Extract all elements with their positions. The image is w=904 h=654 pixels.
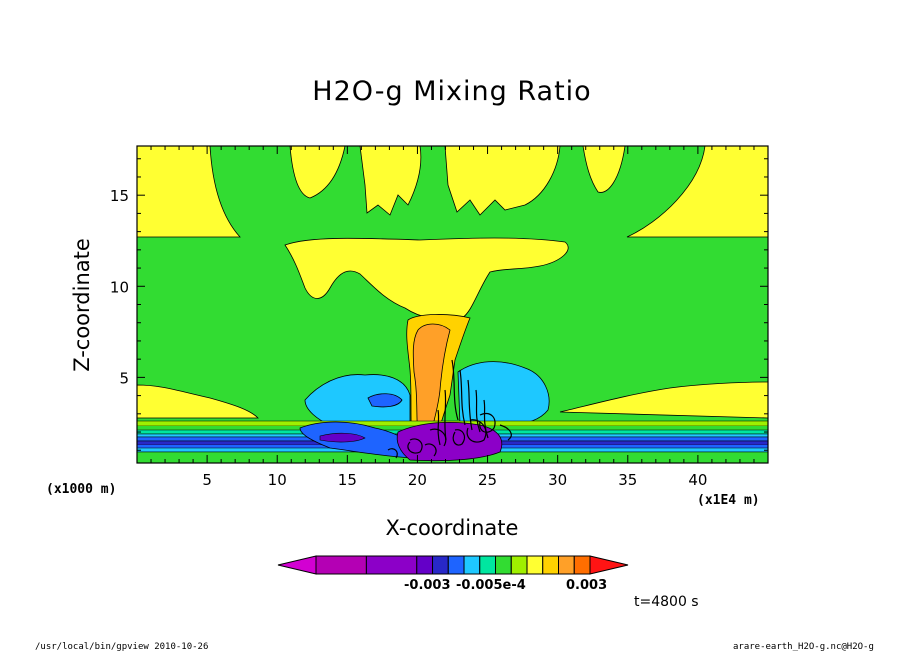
chart-title: H2O-g Mixing Ratio (312, 76, 592, 107)
colorbar-label-3: 0.003 (566, 578, 608, 593)
colorbar (277, 555, 629, 575)
colorbar-segment (463, 555, 481, 575)
colorbar-segment (416, 555, 434, 575)
x-unit-right: (x1E4 m) (697, 493, 760, 508)
x-tick-label: 5 (202, 471, 212, 489)
x-tick-label: 40 (688, 471, 707, 489)
x-tick-label: 20 (408, 471, 427, 489)
colorbar-segment (495, 555, 512, 575)
contour-mid-left-blue (367, 393, 403, 408)
contour-anvil (284, 237, 569, 320)
contour-upper-plume-3 (444, 146, 561, 216)
colorbar-segment (432, 555, 449, 575)
contour-field (137, 146, 768, 463)
contour-upper-plume-1 (289, 146, 346, 199)
x-tick-label: 35 (618, 471, 637, 489)
contour-upper-right (626, 146, 768, 238)
colorbar-label-2: -0.005e-4 (456, 578, 526, 593)
y-tick-label: 10 (110, 278, 129, 296)
colorbar-segment (573, 555, 591, 575)
colorbar-label-1: -0.003 (404, 578, 451, 593)
y-axis-label: Z-coordinate (70, 238, 94, 372)
footer-right: arare-earth_H2O-g.nc@H2O-g (733, 642, 874, 652)
x-tick-label: 10 (268, 471, 287, 489)
contour-storm-base (396, 422, 503, 462)
tick-labels: 5 10 15 20 25 30 35 40 5 10 15 (110, 187, 708, 489)
colorbar-segment (589, 555, 629, 575)
footer-left: /usr/local/bin/gpview 2010-10-26 (35, 642, 209, 652)
contour-upper-plume-2 (359, 146, 422, 216)
colorbar-segment (558, 555, 575, 575)
contour-low-left-yellow (137, 384, 259, 419)
colorbar-segment (510, 555, 528, 575)
colorbar-segment (315, 555, 367, 575)
contour-turbulence (387, 359, 512, 459)
contour-low-purple (319, 432, 366, 443)
colorbar-segment (526, 555, 544, 575)
colorbar-segment (365, 555, 418, 575)
colorbar-segment (542, 555, 560, 575)
x-tick-label: 25 (478, 471, 497, 489)
contour-upper-left (137, 146, 241, 238)
x-unit-left: (x1000 m) (46, 482, 117, 497)
y-tick-label: 5 (119, 369, 129, 387)
colorbar-segment (479, 555, 497, 575)
tick-marks (137, 146, 768, 463)
y-tick-label: 15 (110, 187, 129, 205)
time-label: t=4800 s (634, 594, 699, 610)
x-tick-label: 15 (338, 471, 357, 489)
colorbar-segment (447, 555, 465, 575)
x-tick-label: 30 (548, 471, 567, 489)
colorbar-segment (277, 555, 317, 575)
x-axis-label: X-coordinate (385, 516, 519, 540)
contour-upper-plume-4 (582, 146, 626, 193)
contour-low-right-yellow (559, 381, 768, 419)
